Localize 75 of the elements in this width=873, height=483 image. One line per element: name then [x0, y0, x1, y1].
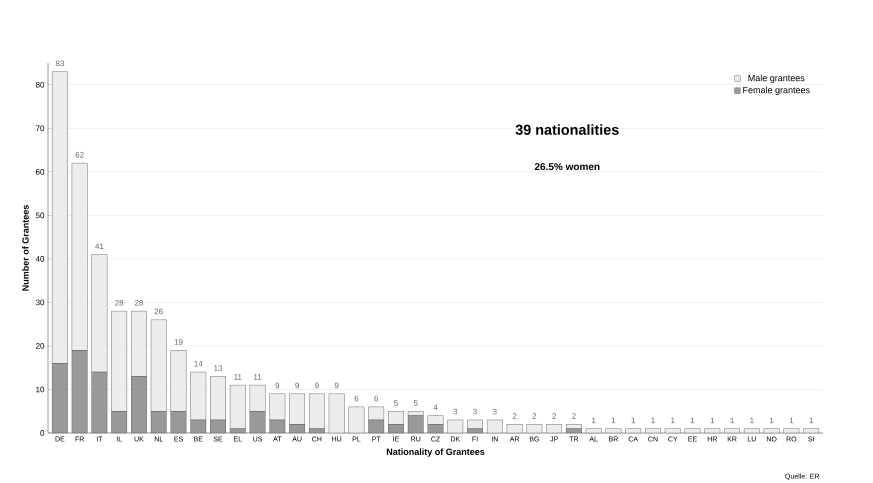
total-label: 2	[572, 413, 576, 419]
bar	[408, 415, 424, 434]
total-label: 11	[234, 374, 242, 380]
total-label: 6	[354, 396, 358, 402]
total-label: 9	[275, 382, 280, 388]
y-tick-label: 50	[36, 212, 44, 218]
total-label: 9	[334, 382, 338, 388]
total-label: 5	[394, 400, 398, 406]
total-label: 1	[730, 418, 734, 424]
bar	[764, 428, 780, 434]
total-label: 14	[194, 361, 202, 367]
y-tick-label: 80	[36, 82, 44, 88]
total-label: 28	[134, 300, 144, 306]
total-label: 11	[254, 374, 262, 380]
bar	[566, 428, 582, 434]
total-label: 3	[492, 408, 497, 414]
bar	[684, 428, 700, 434]
bar	[328, 394, 345, 434]
y-tick-label: 40	[36, 256, 44, 262]
total-label: 1	[810, 418, 813, 424]
total-label: 1	[651, 418, 655, 424]
bar	[645, 428, 661, 434]
y-axis-title: Number of Grantees	[22, 205, 29, 291]
total-label: 1	[750, 418, 754, 424]
bar	[625, 428, 642, 434]
bar	[664, 428, 681, 434]
total-label: 13	[214, 365, 222, 371]
bar	[783, 428, 800, 434]
total-label: 2	[512, 413, 516, 419]
total-label: 1	[690, 418, 694, 424]
x-axis-title: Nationality of Grantees	[386, 448, 484, 457]
total-label: 1	[632, 418, 636, 424]
total-label: 26	[154, 308, 163, 314]
bar	[704, 428, 720, 434]
total-label: 6	[374, 396, 378, 402]
total-label: 28	[115, 300, 124, 306]
bar	[586, 428, 602, 434]
total-label: 9	[315, 382, 319, 388]
total-label: 83	[56, 60, 64, 66]
y-tick-label: 20	[36, 343, 44, 349]
bar	[546, 424, 562, 434]
y-tick-label: 0	[40, 430, 44, 436]
bar	[803, 428, 820, 434]
annotation: 26.5% women	[534, 163, 600, 170]
total-label: 2	[532, 413, 536, 419]
y-tick-label: 70	[36, 125, 44, 132]
bar	[744, 428, 760, 434]
bar	[447, 420, 464, 434]
bar	[348, 406, 364, 434]
total-label: 1	[790, 418, 794, 424]
bar	[526, 424, 542, 434]
bar	[486, 420, 503, 434]
bar	[506, 424, 522, 434]
total-label: 1	[710, 418, 714, 424]
total-label: 1	[770, 418, 774, 424]
total-label: 41	[95, 243, 104, 249]
total-label: 1	[671, 418, 675, 424]
total-label: 9	[295, 382, 299, 388]
total-label: 62	[76, 152, 84, 158]
legend-label: Female grantees	[743, 86, 810, 96]
total-label: 2	[552, 413, 556, 419]
legend-label: Male grantees	[748, 74, 804, 83]
y-tick-label: 30	[36, 300, 44, 306]
bar	[606, 428, 622, 434]
total-label: 5	[414, 400, 418, 406]
total-label: 3	[453, 408, 458, 414]
total-label: 3	[473, 408, 477, 414]
total-label: 1	[592, 418, 596, 424]
y-tick-label: 60	[36, 169, 44, 175]
total-label: 4	[433, 404, 438, 410]
annotation: 39 nationalities	[516, 124, 619, 135]
bar	[724, 428, 740, 434]
total-label: 1	[612, 418, 616, 424]
y-tick-label: 10	[36, 386, 44, 392]
total-label: 19	[174, 339, 183, 345]
